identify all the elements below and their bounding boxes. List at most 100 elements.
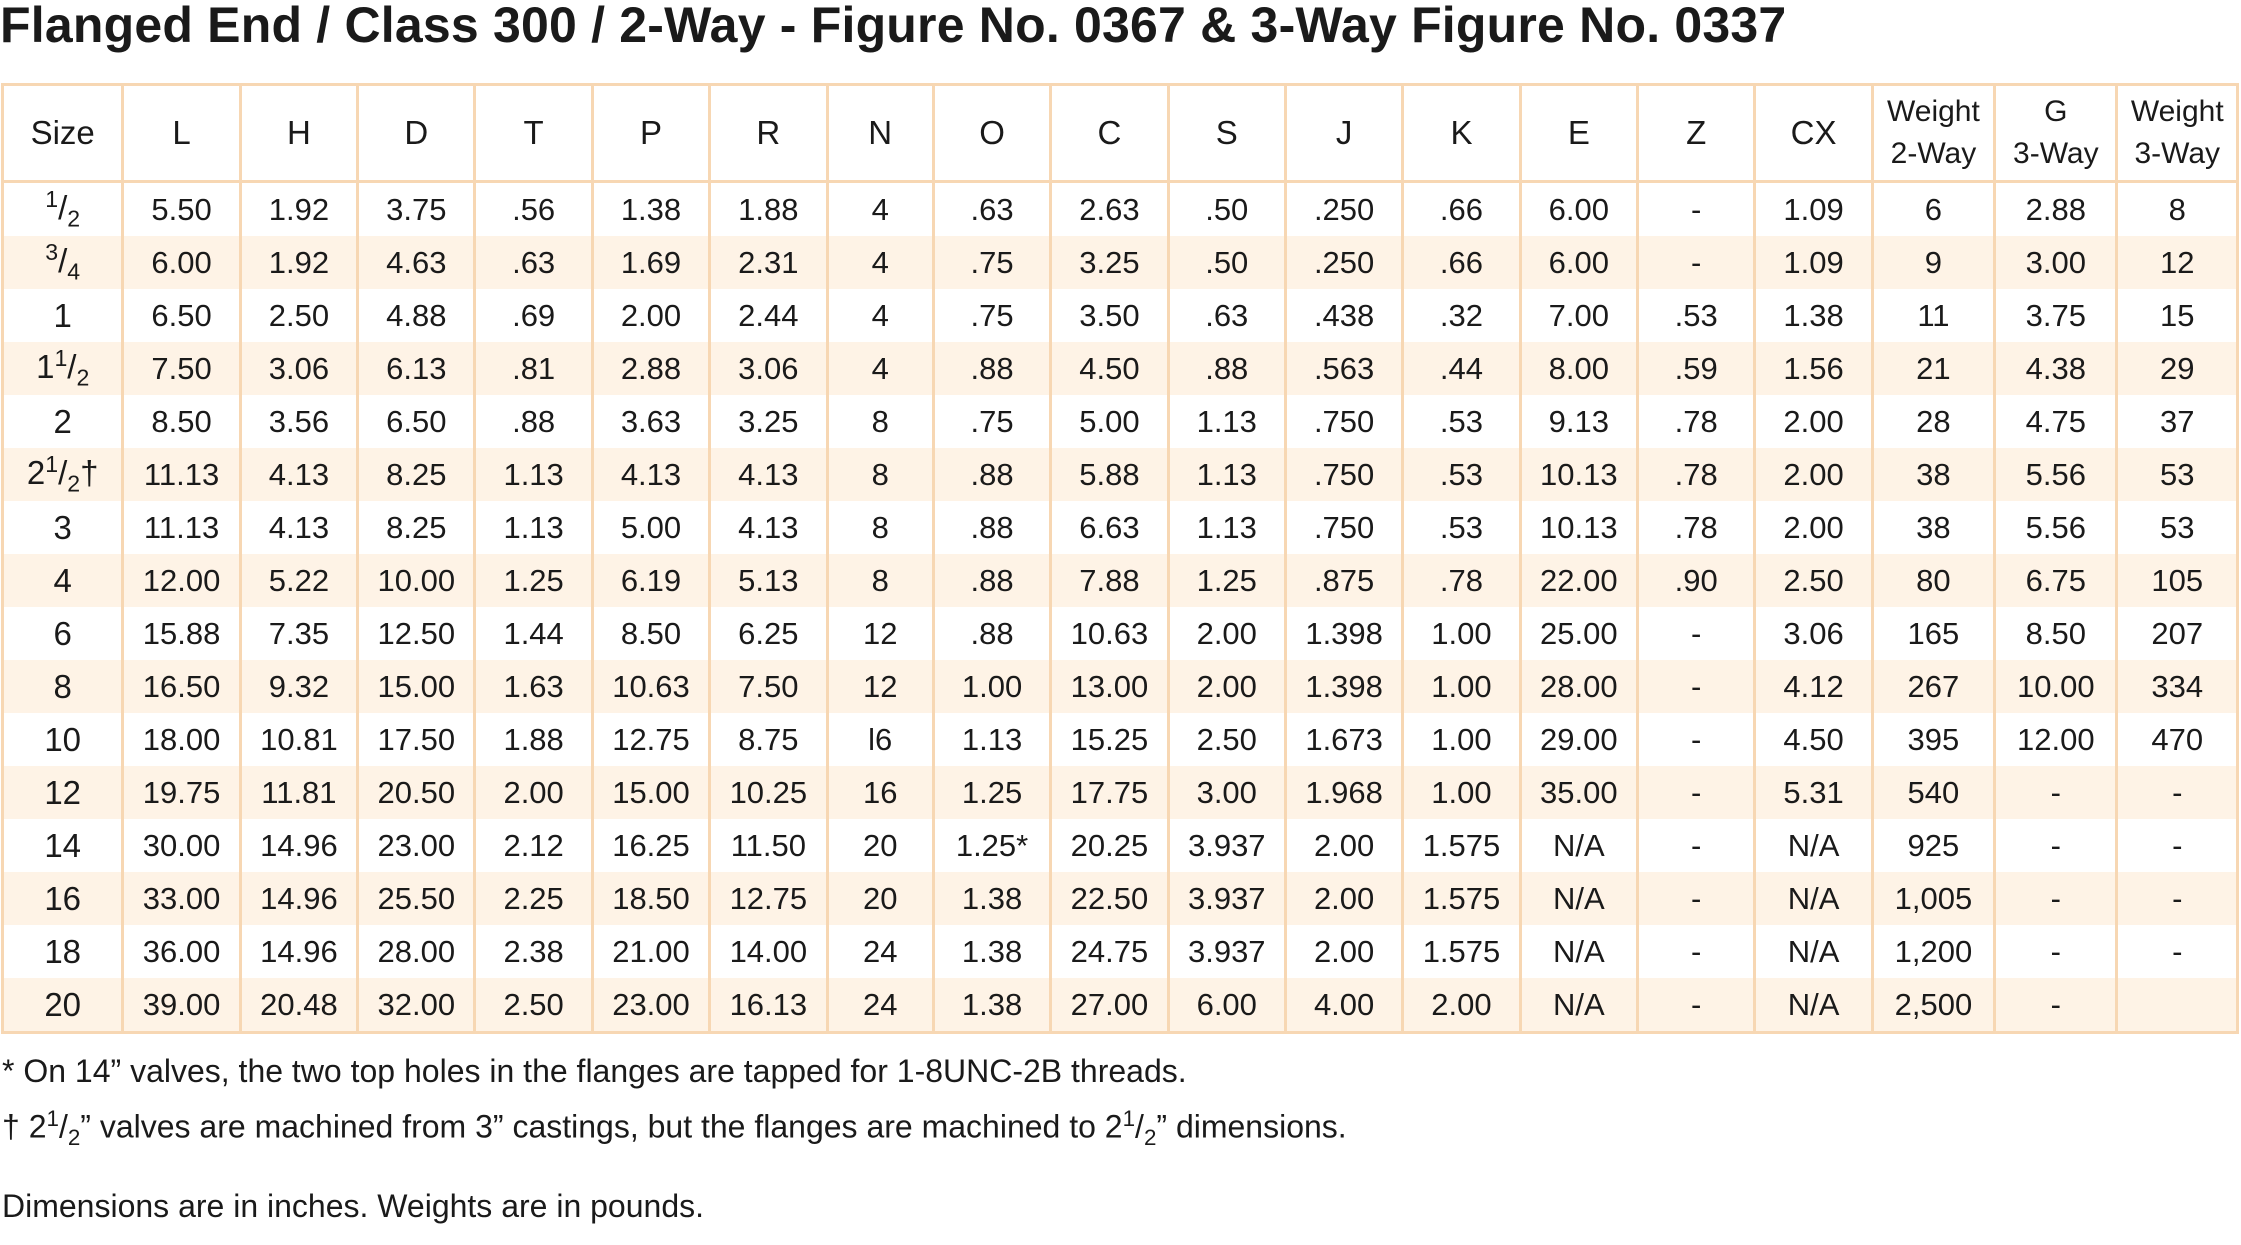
table-cell: 6.19 bbox=[590, 554, 712, 607]
table-cell: .50 bbox=[1166, 236, 1287, 289]
table-cell: 925 bbox=[1870, 819, 1997, 872]
table-cell: 3.937 bbox=[1166, 925, 1287, 978]
table-cell: .875 bbox=[1283, 554, 1405, 607]
size-cell: 12 bbox=[0, 766, 125, 819]
table-row: 1/2 5.50 1.92 3.75.56 1.38 1.88 4.63 2.63.50.25… bbox=[0, 181, 2239, 236]
table-cell: 2.50 bbox=[238, 289, 360, 342]
table-cell: .66 bbox=[1401, 236, 1522, 289]
table-cell: 4.12 bbox=[1753, 660, 1874, 713]
size-cell: 10 bbox=[0, 713, 125, 766]
table-cell: 12.75 bbox=[590, 713, 712, 766]
table-cell: .90 bbox=[1636, 554, 1757, 607]
table-cell: .53 bbox=[1401, 501, 1522, 554]
table-cell: .53 bbox=[1636, 289, 1757, 342]
size-cell: 21/2† bbox=[0, 448, 125, 501]
table-cell: .250 bbox=[1283, 181, 1405, 236]
table-cell: 24 bbox=[825, 978, 935, 1033]
column-header: CX bbox=[1753, 84, 1874, 183]
table-cell: 4.13 bbox=[238, 448, 360, 501]
table-cell: 38 bbox=[1870, 501, 1997, 554]
column-header: N bbox=[825, 84, 935, 183]
column-header: R bbox=[708, 84, 829, 183]
table-cell: 1.13 bbox=[1166, 395, 1287, 448]
table-cell: - bbox=[2115, 925, 2239, 978]
table-cell: .78 bbox=[1401, 554, 1522, 607]
table-cell: 80 bbox=[1870, 554, 1997, 607]
table-cell: 1.673 bbox=[1283, 713, 1405, 766]
table-cell: 28.00 bbox=[1518, 660, 1640, 713]
table-cell: 1.398 bbox=[1283, 607, 1405, 660]
table-cell: 7.35 bbox=[238, 607, 360, 660]
table-cell: 3.63 bbox=[590, 395, 712, 448]
size-cell: 2 bbox=[0, 395, 125, 448]
table-cell: 20 bbox=[825, 819, 935, 872]
table-cell: - bbox=[1636, 236, 1757, 289]
table-cell: 15.25 bbox=[1049, 713, 1170, 766]
table-cell: 32.00 bbox=[356, 978, 477, 1033]
table-row: 18 36.00 14.96 28.00 2.38 21.00 14.00 24 1.38 24.… bbox=[0, 925, 2239, 978]
size-cell: 8 bbox=[0, 660, 125, 713]
table-cell: 29.00 bbox=[1518, 713, 1640, 766]
table-cell: N/A bbox=[1753, 819, 1874, 872]
column-header: O bbox=[931, 84, 1053, 183]
table-cell: N/A bbox=[1753, 978, 1874, 1033]
table-cell: 1.88 bbox=[473, 713, 594, 766]
table-cell: .250 bbox=[1283, 236, 1405, 289]
table-cell: 7.00 bbox=[1518, 289, 1640, 342]
table-cell: .66 bbox=[1401, 181, 1522, 236]
table-cell: 2.00 bbox=[1753, 395, 1874, 448]
table-row: 2 8.50 3.56 6.50.88 3.63 3.25 8.75 5.00 1.13.750… bbox=[0, 395, 2239, 448]
table-cell: 12 bbox=[2115, 236, 2239, 289]
column-header: E bbox=[1518, 84, 1640, 183]
table-cell: 24.75 bbox=[1049, 925, 1170, 978]
table-cell: 8.50 bbox=[1993, 607, 2119, 660]
table-cell: N/A bbox=[1518, 872, 1640, 925]
table-cell: 4.13 bbox=[708, 501, 829, 554]
table-cell: 12 bbox=[825, 607, 935, 660]
table-cell: 1.92 bbox=[238, 236, 360, 289]
table-cell: 3.937 bbox=[1166, 819, 1287, 872]
table-cell: 5.50 bbox=[121, 181, 242, 236]
table-cell: 36.00 bbox=[121, 925, 242, 978]
table-cell: 2.00 bbox=[590, 289, 712, 342]
page-title: Flanged End / Class 300 / 2-Way - Figure… bbox=[0, 0, 1787, 53]
table-cell: 11 bbox=[1870, 289, 1997, 342]
size-cell: 1/2 bbox=[0, 181, 125, 236]
table-row: 11/2 7.50 3.06 6.13.81 2.88 3.06 4.88 4.50.88.5… bbox=[0, 342, 2239, 395]
table-cell: 1.575 bbox=[1401, 872, 1522, 925]
table-cell: 8.50 bbox=[590, 607, 712, 660]
table-cell: N/A bbox=[1753, 925, 1874, 978]
table-cell: 1.44 bbox=[473, 607, 594, 660]
table-cell: 23.00 bbox=[590, 978, 712, 1033]
table-cell: 4.38 bbox=[1993, 342, 2119, 395]
table-cell: 2.88 bbox=[1993, 181, 2119, 236]
table-cell: 30.00 bbox=[121, 819, 242, 872]
table-cell: 4.13 bbox=[590, 448, 712, 501]
table-cell: 2.00 bbox=[473, 766, 594, 819]
table-cell: 6.00 bbox=[1518, 236, 1640, 289]
dimensions-table: Size L H D T P R N O C S J K E Z CX Weight 2-Way G 3-Way Wei… bbox=[0, 83, 2239, 1034]
table-cell: 267 bbox=[1870, 660, 1997, 713]
table-cell: 24 bbox=[825, 925, 935, 978]
table-cell: 2.88 bbox=[590, 342, 712, 395]
table-cell: .78 bbox=[1636, 448, 1757, 501]
table-row: 3 11.13 4.13 8.25 1.13 5.00 4.13 8.88 6.63 1.13.7… bbox=[0, 501, 2239, 554]
table-cell: - bbox=[1636, 607, 1757, 660]
table-row: 14 30.00 14.96 23.00 2.12 16.25 11.50 20 1.25* 20… bbox=[0, 819, 2239, 872]
table-cell: 16.50 bbox=[121, 660, 242, 713]
table-cell bbox=[2115, 978, 2239, 1033]
size-cell: 11/2 bbox=[0, 342, 125, 395]
table-cell: 5.88 bbox=[1049, 448, 1170, 501]
table-cell: 5.00 bbox=[590, 501, 712, 554]
table-cell: .75 bbox=[931, 395, 1053, 448]
table-cell: 6.00 bbox=[121, 236, 242, 289]
table-cell: 1.00 bbox=[1401, 607, 1522, 660]
table-cell: 4.00 bbox=[1283, 978, 1405, 1033]
table-cell: 5.13 bbox=[708, 554, 829, 607]
table-row: 6 15.88 7.35 12.50 1.44 8.50 6.25 12.88 10.63 2.0… bbox=[0, 607, 2239, 660]
table-cell: 10.13 bbox=[1518, 501, 1640, 554]
table-cell: .63 bbox=[473, 236, 594, 289]
table-cell: 8.00 bbox=[1518, 342, 1640, 395]
table-cell: 5.56 bbox=[1993, 501, 2119, 554]
table-cell: 1.00 bbox=[1401, 766, 1522, 819]
